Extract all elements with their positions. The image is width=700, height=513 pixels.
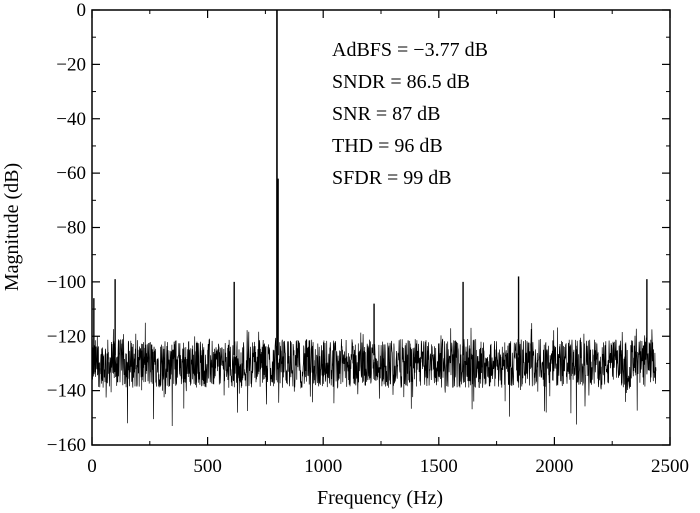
series-noise-floor	[91, 322, 657, 427]
x-tick-label-5: 2500	[651, 456, 689, 477]
y-tick-label-8: −160	[47, 435, 86, 456]
plot-data-group	[91, 10, 657, 427]
annotation-1: SNDR = 86.5 dB	[332, 71, 470, 93]
y-tick-label-5: −100	[47, 272, 86, 293]
x-tick-label-1: 500	[193, 456, 222, 477]
x-axis-title: Frequency (Hz)	[317, 487, 443, 509]
annotation-4: SFDR = 99 dB	[332, 167, 452, 189]
x-tick-label-2: 1000	[304, 456, 342, 477]
y-tick-label-6: −120	[47, 326, 86, 347]
y-tick-label-3: −60	[56, 163, 86, 184]
y-tick-label-7: −140	[47, 381, 86, 402]
annotation-group: AdBFS = −3.77 dB SNDR = 86.5 dB SNR = 87 d…	[332, 39, 488, 189]
y-tick-label-0: 0	[77, 0, 87, 21]
ticks-group: 0 500 1000 1500 2000 2500 0 −20 −40 −60 −80 −100 −12…	[47, 0, 689, 477]
y-tick-label-4: −80	[56, 218, 86, 239]
y-tick-label-1: −20	[56, 54, 86, 75]
x-tick-label-3: 1500	[420, 456, 458, 477]
y-tick-label-2: −40	[56, 109, 86, 130]
x-tick-label-4: 2000	[535, 456, 573, 477]
y-axis-title: Magnitude (dB)	[1, 163, 23, 291]
annotation-0: AdBFS = −3.77 dB	[332, 39, 488, 61]
annotation-2: SNR = 87 dB	[332, 103, 441, 125]
annotation-3: THD = 96 dB	[332, 135, 443, 157]
x-tick-label-0: 0	[87, 456, 97, 477]
